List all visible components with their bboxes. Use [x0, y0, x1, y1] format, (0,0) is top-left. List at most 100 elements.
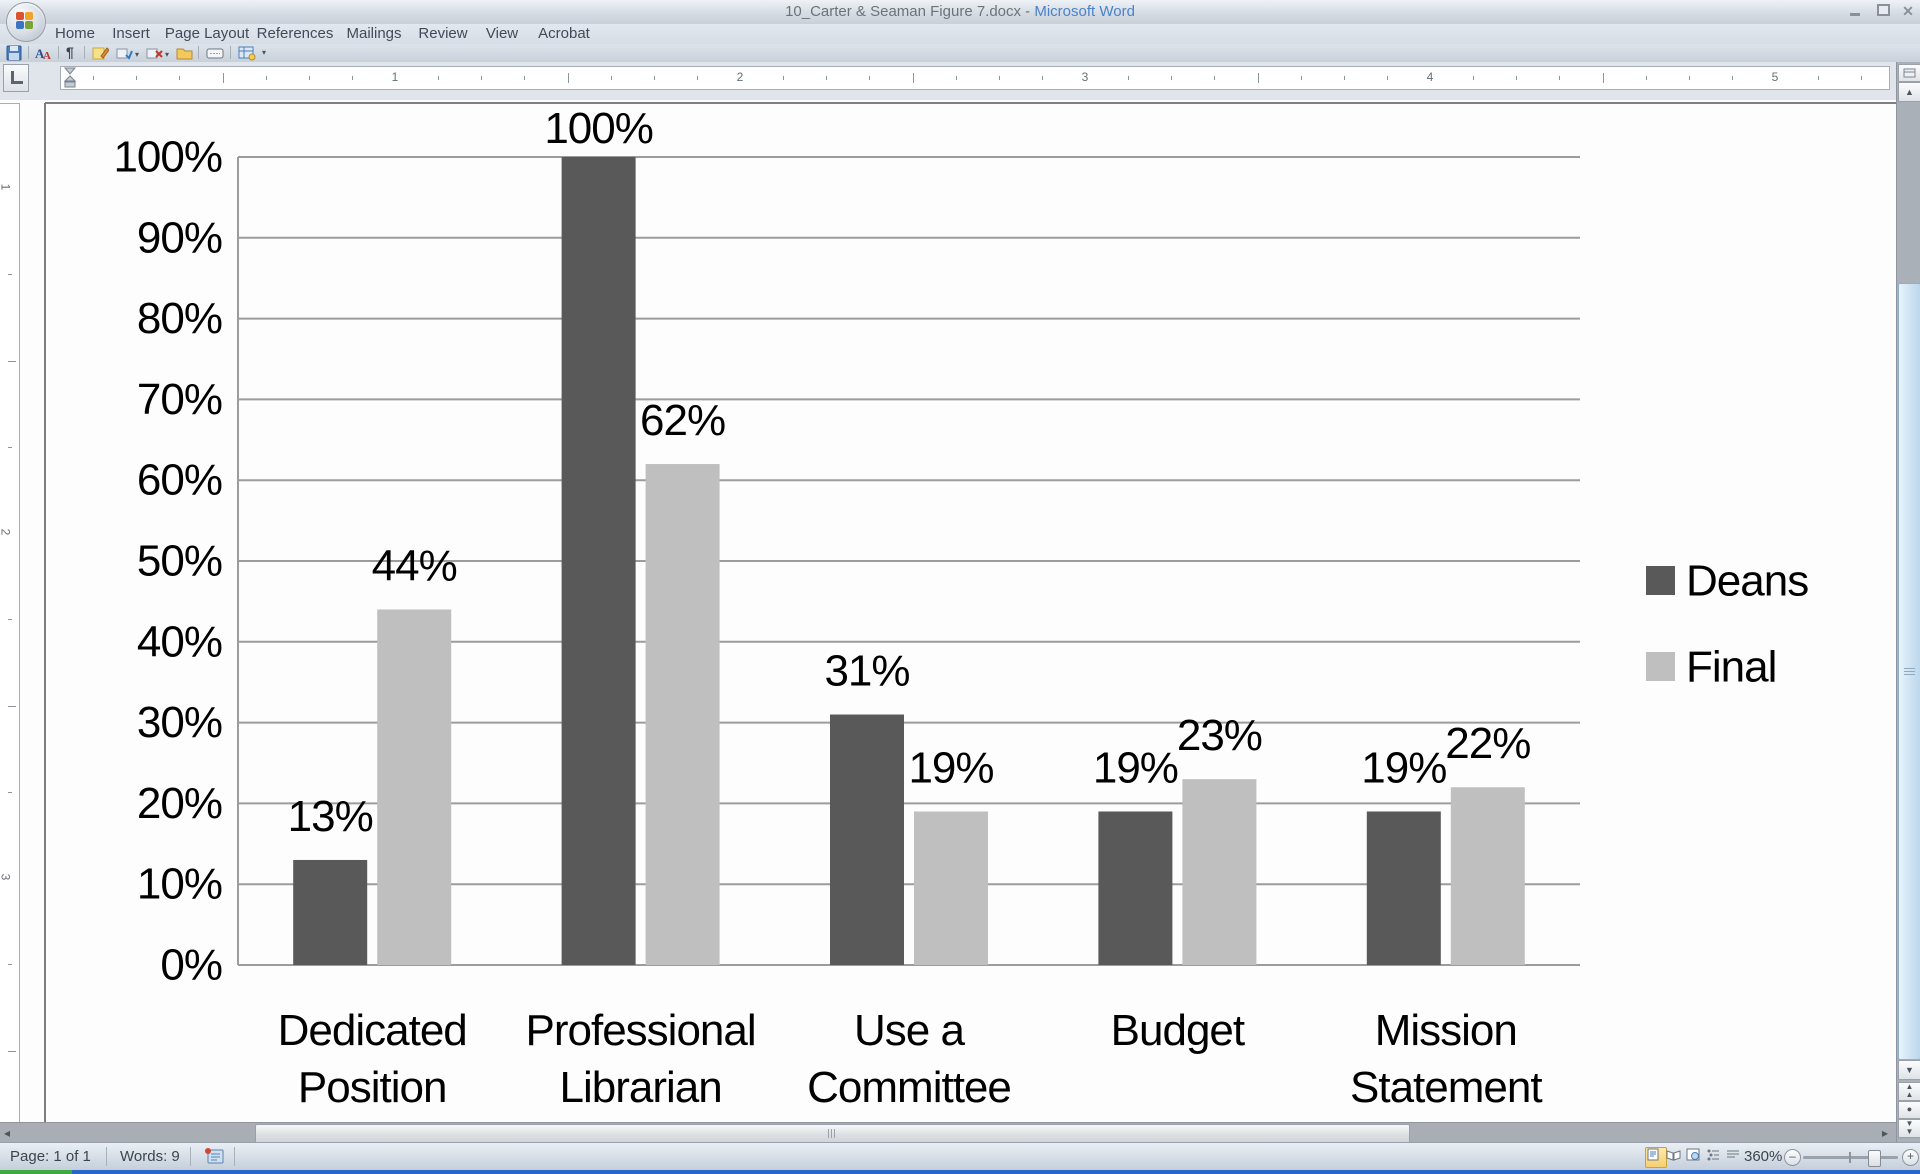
ruler-tick: [8, 446, 12, 448]
bar-final-budget: [1182, 779, 1257, 965]
data-label: 100%: [544, 104, 653, 153]
scroll-left-icon[interactable]: ◂: [4, 1126, 11, 1140]
ruler-tick: [179, 76, 181, 80]
y-axis-tick-label: 10%: [137, 860, 222, 909]
ruler-tick: [1818, 76, 1820, 80]
form-field-icon[interactable]: [206, 45, 224, 61]
data-label: 23%: [1177, 711, 1262, 760]
zoom-slider-thumb[interactable]: [1868, 1150, 1881, 1167]
restore-button[interactable]: [1870, 4, 1896, 19]
customize-qat-icon[interactable]: ▾: [262, 48, 267, 57]
ruler-tick: [1214, 76, 1216, 80]
ruler-tick: [610, 76, 612, 80]
reject-markup-icon[interactable]: [146, 45, 164, 61]
vertical-scroll-thumb[interactable]: [1898, 283, 1920, 1060]
word-count[interactable]: Words: 9: [120, 1148, 180, 1165]
taskbar-strip-blue: [72, 1170, 1920, 1174]
status-bar: Page: 1 of 1 Words: 9 360% – +: [0, 1142, 1920, 1171]
category-label: Committee: [807, 1063, 1011, 1112]
ruler-tick: [1128, 76, 1130, 80]
data-label: 22%: [1445, 719, 1530, 768]
horizontal-ruler[interactable]: 1 2 3 4 5: [60, 66, 1890, 90]
ruler-tick: [8, 705, 16, 707]
horizontal-scrollbar[interactable]: ◂ ▸: [0, 1122, 1896, 1144]
vertical-ruler[interactable]: 123: [0, 103, 20, 1123]
vertical-scrollbar[interactable]: ▲ ▼ ▲ ▲ ● ▼ ▼: [1896, 62, 1920, 1142]
ruler-tick: [1602, 73, 1604, 83]
new-comment-icon[interactable]: [92, 45, 110, 61]
scroll-right-icon[interactable]: ▸: [1882, 1126, 1889, 1140]
indent-markers-icon[interactable]: [63, 67, 91, 89]
ruler-row: 1 2 3 4 5: [0, 62, 1920, 100]
y-axis-tick-label: 60%: [137, 456, 222, 505]
y-axis-tick-label: 70%: [137, 375, 222, 424]
ruler-tick: [8, 791, 12, 793]
folder-icon[interactable]: [176, 45, 194, 61]
minimize-button[interactable]: [1842, 4, 1868, 19]
ribbon-tab-view[interactable]: View: [485, 25, 519, 42]
reject-markup-dropdown-icon[interactable]: ▾: [165, 50, 170, 59]
table-properties-icon[interactable]: [238, 45, 256, 61]
bar-final-dedicated-position: [377, 609, 452, 965]
ruler-tick: [1343, 76, 1345, 80]
app-name: Microsoft Word: [1034, 3, 1135, 20]
select-browse-object-button[interactable]: ●: [1898, 1101, 1920, 1119]
scroll-up-icon[interactable]: ▲: [1898, 82, 1920, 102]
ribbon-tab-review[interactable]: Review: [418, 25, 468, 42]
ruler-tick: [826, 76, 828, 80]
ruler-tick: [1731, 76, 1733, 80]
category-label: Librarian: [559, 1063, 721, 1112]
tab-stop-selector[interactable]: [3, 64, 29, 92]
ribbon-tab-insert[interactable]: Insert: [112, 25, 150, 42]
category-label: Professional: [526, 1006, 756, 1055]
view-button-outline[interactable]: [1705, 1147, 1727, 1168]
view-button-web-layout[interactable]: [1685, 1147, 1707, 1168]
show-paragraph-marks-icon[interactable]: ¶: [66, 44, 74, 60]
y-axis-tick-label: 90%: [137, 213, 222, 262]
ribbon-tab-mailings[interactable]: Mailings: [346, 25, 402, 42]
ribbon-tab-row: Home Insert Page Layout References Mailings R…: [0, 24, 1920, 44]
scroll-down-icon[interactable]: ▼: [1898, 1060, 1920, 1080]
taskbar-strip-green: [0, 1170, 72, 1174]
data-label: 62%: [640, 396, 725, 445]
y-axis-tick-label: 20%: [137, 779, 222, 828]
document-name: 10_Carter & Seaman Figure 7.docx -: [785, 3, 1035, 20]
bar-final-use-a-committee: [914, 811, 988, 965]
title-bar: 10_Carter & Seaman Figure 7.docx - Micro…: [0, 0, 1920, 25]
zoom-out-button[interactable]: –: [1784, 1149, 1801, 1166]
ruler-tick: [8, 274, 12, 276]
close-button[interactable]: ✕: [1902, 3, 1914, 19]
ruler-tick: [1171, 76, 1173, 80]
ribbon-tab-acrobat[interactable]: Acrobat: [538, 25, 590, 42]
view-button-full-screen-reading[interactable]: [1665, 1147, 1687, 1168]
zoom-level[interactable]: 360%: [1744, 1148, 1783, 1165]
ribbon-tab-page-layout[interactable]: Page Layout: [164, 25, 250, 42]
y-axis-tick-label: 50%: [137, 537, 222, 586]
zoom-in-button[interactable]: +: [1902, 1149, 1919, 1166]
accept-markup-icon[interactable]: [116, 45, 134, 61]
category-label: Statement: [1350, 1063, 1542, 1112]
ruler-number: 2: [736, 70, 744, 84]
page-indicator[interactable]: Page: 1 of 1: [10, 1148, 91, 1165]
save-icon[interactable]: [6, 45, 24, 61]
y-axis-tick-label: 80%: [137, 294, 222, 343]
view-ruler-toggle-button[interactable]: [1898, 64, 1920, 82]
previous-page-button[interactable]: ▲ ▲: [1898, 1082, 1920, 1101]
category-label: Mission: [1375, 1006, 1517, 1055]
view-button-draft[interactable]: [1725, 1147, 1747, 1168]
y-axis-tick-label: 0%: [160, 941, 222, 990]
document-area[interactable]: 123 0% 10% 20% 30% 40% 50% 60% 70% 80% 90% 100% 13%…: [0, 100, 1896, 1123]
ruler-tick: [912, 73, 914, 83]
proofing-status-icon[interactable]: [204, 1147, 226, 1170]
ribbon-tab-references[interactable]: References: [256, 25, 334, 42]
ribbon-tab-home[interactable]: Home: [54, 25, 96, 42]
horizontal-scroll-thumb[interactable]: [255, 1124, 1410, 1144]
office-button[interactable]: [6, 2, 46, 42]
accept-markup-dropdown-icon[interactable]: ▾: [135, 50, 140, 59]
view-button-print-layout[interactable]: [1645, 1147, 1667, 1168]
next-page-button[interactable]: ▼ ▼: [1898, 1119, 1920, 1138]
ruler-tick: [438, 76, 440, 80]
ruler-tick: [351, 76, 353, 80]
